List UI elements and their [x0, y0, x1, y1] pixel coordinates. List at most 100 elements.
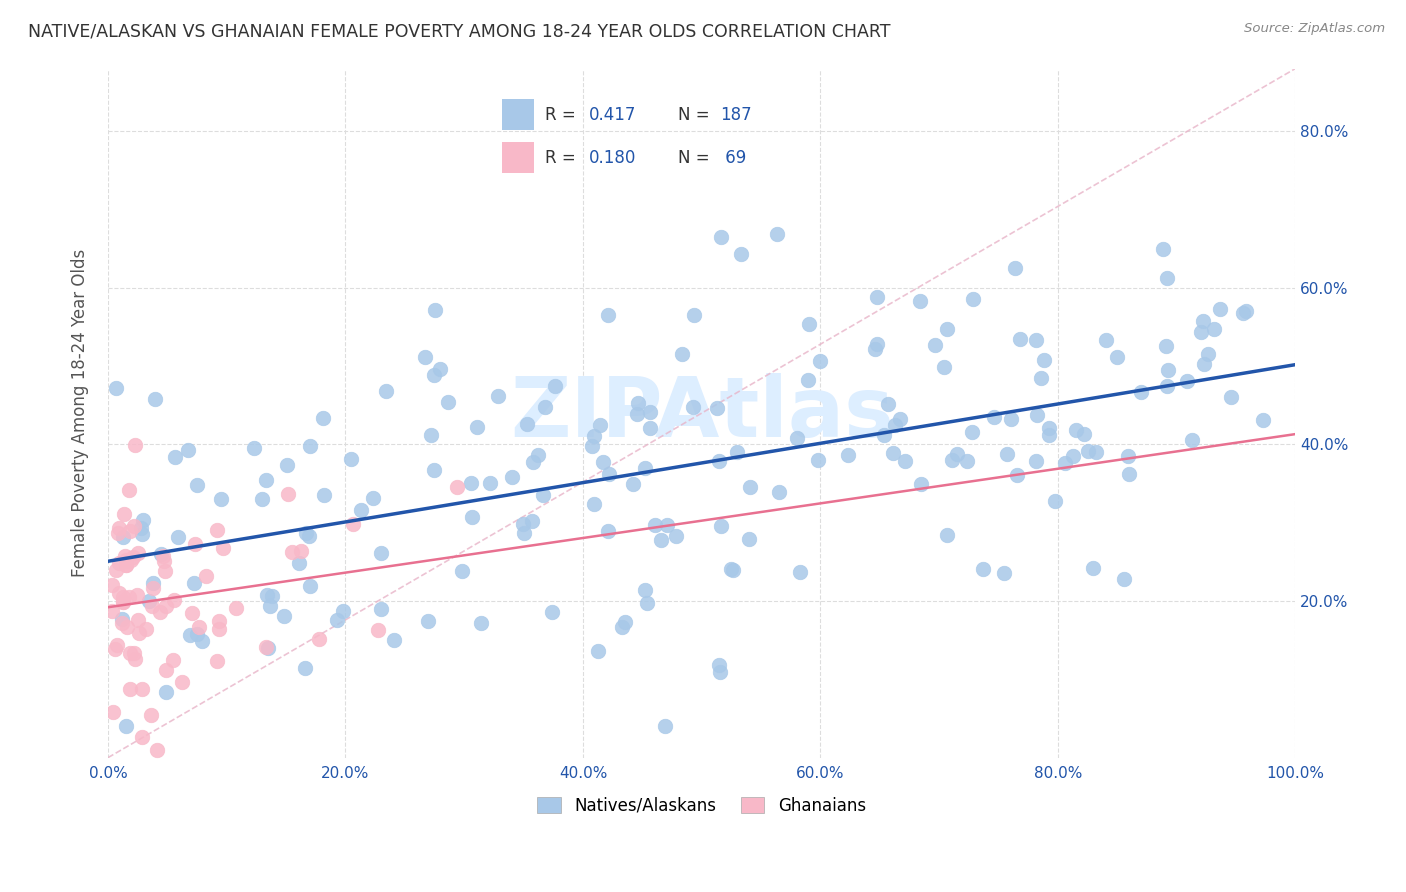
Point: [1234, 304, 1257, 318]
Point: [1033, 353, 1056, 368]
Point: [581, 439, 603, 453]
Point: [634, 583, 657, 598]
Point: [112, 595, 135, 609]
Point: [124, 652, 146, 666]
Point: [865, 290, 887, 304]
Point: [273, 609, 295, 624]
Point: [526, 448, 548, 462]
Point: [342, 516, 364, 531]
Point: [467, 420, 489, 434]
Point: [124, 646, 146, 660]
Point: [152, 549, 174, 563]
Point: [142, 576, 165, 591]
Point: [298, 579, 321, 593]
Point: [634, 461, 657, 475]
Y-axis label: Female Poverty Among 18-24 Year Olds: Female Poverty Among 18-24 Year Olds: [72, 249, 89, 577]
Point: [165, 450, 187, 464]
Point: [277, 487, 299, 501]
Point: [127, 546, 149, 560]
Point: [725, 445, 748, 459]
Point: [104, 642, 127, 657]
Point: [131, 730, 153, 744]
Point: [118, 681, 141, 696]
Point: [863, 343, 886, 357]
Point: [1251, 413, 1274, 427]
Point: [104, 380, 127, 394]
Point: [873, 427, 896, 442]
Point: [149, 605, 172, 619]
Point: [207, 654, 229, 668]
Point: [671, 347, 693, 361]
Point: [299, 439, 322, 453]
Point: [108, 521, 131, 535]
Point: [1000, 411, 1022, 425]
Point: [1175, 374, 1198, 388]
Point: [960, 425, 983, 439]
Point: [478, 475, 501, 490]
Point: [184, 537, 207, 551]
Point: [101, 604, 124, 618]
Point: [422, 463, 444, 477]
Point: [257, 641, 280, 656]
Point: [172, 675, 194, 690]
Point: [935, 322, 957, 336]
Point: [101, 578, 124, 592]
Point: [583, 497, 606, 511]
Point: [1118, 467, 1140, 482]
Point: [254, 474, 277, 488]
Point: [596, 524, 619, 538]
Point: [131, 527, 153, 541]
Point: [541, 605, 564, 619]
Point: [710, 519, 733, 533]
Point: [1025, 454, 1047, 468]
Point: [135, 623, 157, 637]
Point: [423, 302, 446, 317]
Point: [941, 453, 963, 467]
Legend: Natives/Alaskans, Ghanaians: Natives/Alaskans, Ghanaians: [537, 797, 866, 814]
Point: [655, 518, 678, 533]
Point: [1202, 322, 1225, 336]
Point: [544, 378, 567, 392]
Point: [1043, 493, 1066, 508]
Text: NATIVE/ALASKAN VS GHANAIAN FEMALE POVERTY AMONG 18-24 YEAR OLDS CORRELATION CHAR: NATIVE/ALASKAN VS GHANAIAN FEMALE POVERT…: [28, 22, 890, 40]
Point: [115, 620, 138, 634]
Point: [146, 743, 169, 757]
Point: [614, 615, 637, 630]
Point: [866, 337, 889, 351]
Point: [501, 470, 523, 484]
Point: [522, 455, 544, 469]
Point: [105, 638, 128, 652]
Point: [946, 447, 969, 461]
Point: [889, 412, 911, 426]
Point: [723, 563, 745, 577]
Point: [1005, 468, 1028, 483]
Point: [1025, 333, 1047, 347]
Point: [208, 622, 231, 636]
Point: [654, 719, 676, 733]
Point: [682, 400, 704, 414]
Point: [120, 553, 142, 567]
Point: [340, 452, 363, 467]
Point: [592, 455, 614, 469]
Point: [610, 620, 633, 634]
Point: [115, 558, 138, 573]
Point: [186, 478, 208, 492]
Point: [120, 646, 142, 660]
Point: [254, 640, 277, 655]
Point: [1085, 445, 1108, 459]
Point: [707, 658, 730, 673]
Point: [167, 530, 190, 544]
Point: [122, 519, 145, 533]
Point: [108, 586, 131, 600]
Point: [1038, 421, 1060, 435]
Point: [531, 488, 554, 502]
Point: [312, 488, 335, 502]
Point: [350, 502, 373, 516]
Point: [112, 590, 135, 604]
Point: [1116, 450, 1139, 464]
Point: [882, 446, 904, 460]
Point: [450, 564, 472, 578]
Text: Source: ZipAtlas.com: Source: ZipAtlas.com: [1244, 22, 1385, 36]
Point: [155, 599, 177, 614]
Point: [370, 546, 392, 560]
